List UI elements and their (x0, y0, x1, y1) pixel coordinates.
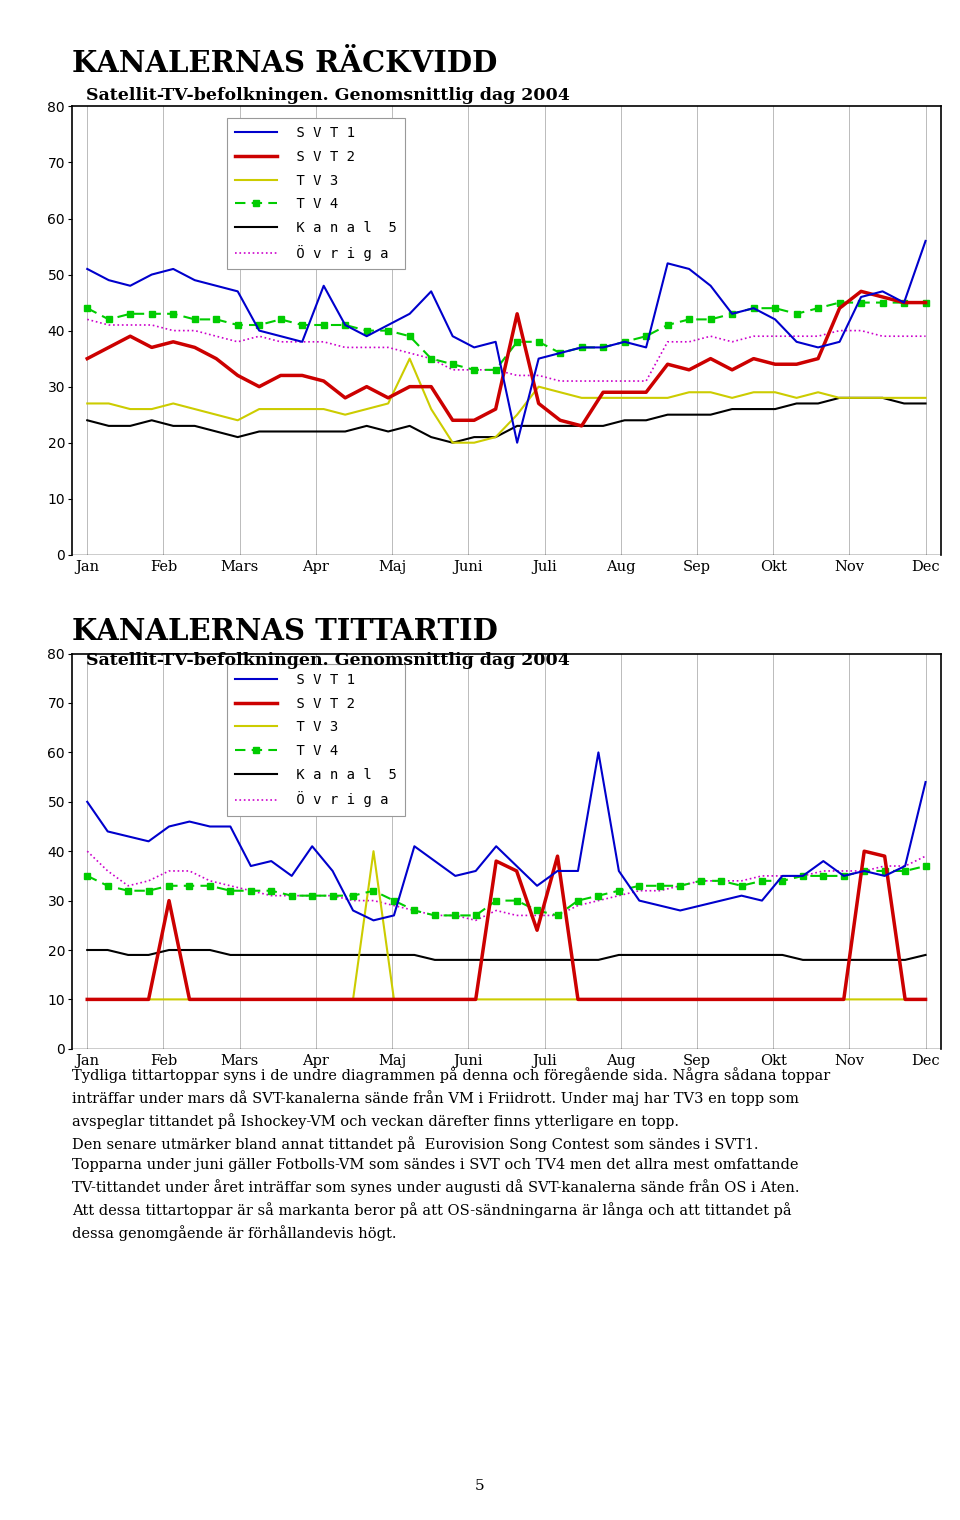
Text: Tydliga tittartoppar syns i de undre diagrammen på denna och föregående sida. Nå: Tydliga tittartoppar syns i de undre dia… (72, 1067, 830, 1240)
Legend:  S V T 1,  S V T 2,  T V 3,  T V 4,  K a n a l  5,  Ö v r i g a: S V T 1, S V T 2, T V 3, T V 4, K a n a … (227, 119, 405, 269)
Text: 5: 5 (475, 1479, 485, 1493)
Text: KANALERNAS RÄCKVIDD: KANALERNAS RÄCKVIDD (72, 49, 497, 78)
Text: KANALERNAS TITTARTID: KANALERNAS TITTARTID (72, 617, 498, 646)
Text: Satellit-TV-befolkningen. Genomsnittlig dag 2004: Satellit-TV-befolkningen. Genomsnittlig … (86, 87, 570, 103)
Text: Satellit-TV-befolkningen. Genomsnittlig dag 2004: Satellit-TV-befolkningen. Genomsnittlig … (86, 652, 570, 669)
Legend:  S V T 1,  S V T 2,  T V 3,  T V 4,  K a n a l  5,  Ö v r i g a: S V T 1, S V T 2, T V 3, T V 4, K a n a … (227, 664, 405, 816)
